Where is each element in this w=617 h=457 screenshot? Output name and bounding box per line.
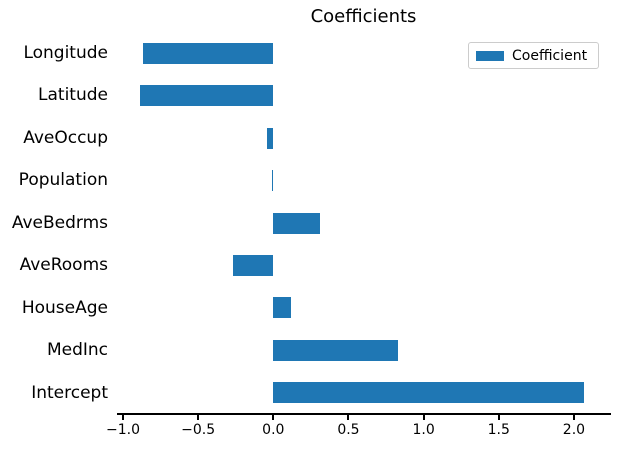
x-tick-mark — [122, 415, 124, 420]
x-tick-label: 2.0 — [562, 422, 586, 438]
y-tick-label-avebedrms: AveBedrms — [11, 212, 108, 233]
bar-population — [271, 170, 274, 192]
plot-area — [117, 32, 610, 414]
y-tick-label-longitude: Longitude — [23, 43, 108, 63]
bar-latitude — [139, 85, 274, 107]
y-tick-label-aveoccup: AveOccup — [23, 127, 108, 148]
x-tick-mark — [272, 415, 275, 420]
y-tick-label-intercept: Intercept — [31, 382, 108, 403]
bar-aveoccup — [267, 127, 274, 149]
legend: Coefficient — [468, 42, 599, 69]
y-tick-label-houseage: HouseAge — [21, 297, 108, 318]
legend-label: Coefficient — [512, 47, 588, 64]
bar-avebedrms — [273, 212, 320, 234]
y-tick-label-latitude: Latitude — [38, 85, 108, 106]
legend-swatch — [476, 50, 504, 61]
bar-longitude — [142, 42, 274, 64]
x-tick-mark — [422, 415, 425, 420]
bar-houseage — [273, 297, 292, 319]
x-tick-mark — [197, 415, 200, 420]
y-tick-label-medinc: MedInc — [46, 340, 108, 361]
x-tick-label: 0.0 — [262, 422, 285, 438]
bar-averooms — [232, 254, 274, 276]
x-tick-label: 1.0 — [412, 422, 435, 438]
x-axis-line — [117, 413, 611, 415]
x-tick-label: −0.5 — [181, 422, 216, 438]
y-tick-label-population: Population — [18, 170, 108, 191]
x-tick-mark — [572, 415, 575, 420]
x-tick-mark — [347, 415, 350, 420]
bar-intercept — [273, 382, 585, 404]
x-tick-label: −1.0 — [106, 422, 140, 438]
bar-medinc — [273, 339, 399, 361]
x-tick-mark — [497, 415, 500, 420]
y-tick-label-averooms: AveRooms — [19, 255, 108, 276]
x-tick-label: 1.5 — [487, 422, 510, 438]
chart-title: Coefficients — [310, 6, 417, 27]
x-tick-label: 0.5 — [337, 422, 360, 438]
